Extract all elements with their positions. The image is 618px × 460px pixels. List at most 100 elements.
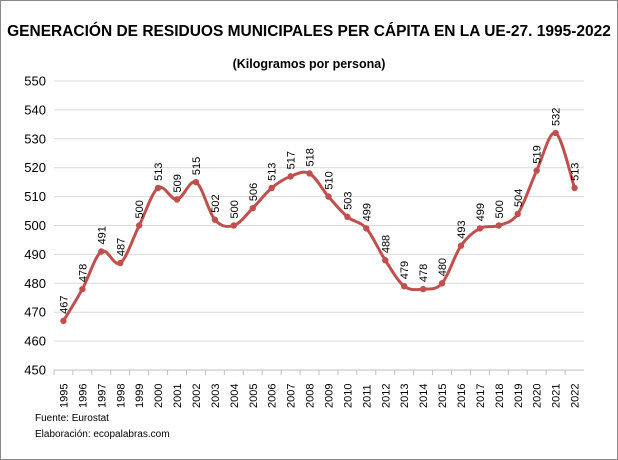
x-tick-label: 2018	[494, 384, 506, 408]
y-tick-label: 530	[24, 131, 46, 146]
data-label: 506	[248, 183, 260, 201]
data-label: 478	[418, 264, 430, 282]
data-point	[514, 210, 521, 218]
y-tick-label: 480	[24, 276, 46, 291]
data-label: 532	[551, 108, 563, 126]
author-note: Elaboración: ecopalabras.com	[35, 429, 170, 440]
data-label: 500	[229, 200, 241, 218]
data-point	[363, 225, 370, 232]
data-label: 480	[437, 258, 449, 276]
x-tick-label: 2003	[210, 384, 222, 408]
data-point	[495, 222, 503, 229]
series-line	[62, 131, 576, 322]
data-point	[476, 225, 484, 232]
x-tick-label: 2021	[551, 384, 563, 408]
data-label: 467	[58, 296, 70, 314]
x-tick-label: 2008	[305, 384, 317, 408]
y-tick-label: 460	[24, 334, 46, 349]
data-label: 478	[77, 264, 89, 282]
data-point	[117, 259, 124, 267]
data-label: 504	[513, 189, 525, 207]
x-tick-label: 2006	[267, 384, 279, 408]
data-label: 491	[96, 226, 108, 244]
y-tick-label: 450	[24, 363, 46, 378]
data-point	[287, 173, 294, 180]
data-label: 500	[494, 200, 506, 218]
data-point	[211, 216, 219, 223]
data-label: 513	[153, 163, 165, 181]
x-tick-label: 2012	[380, 384, 392, 408]
data-point	[60, 317, 67, 325]
x-tick-label: 2014	[418, 384, 430, 408]
y-tick-label: 520	[24, 160, 46, 175]
x-tick-label: 2011	[361, 384, 373, 408]
x-tick-label: 1999	[134, 384, 146, 408]
x-tick-label: 1998	[115, 384, 127, 408]
data-point	[230, 222, 238, 229]
x-tick-label: 2001	[172, 384, 184, 408]
x-tick-label: 2016	[456, 384, 468, 408]
x-tick-label: 2013	[399, 384, 411, 408]
data-label: 502	[210, 194, 222, 212]
x-tick-label: 2010	[342, 384, 354, 408]
data-label: 503	[342, 191, 354, 209]
data-label: 487	[115, 238, 127, 256]
data-point	[154, 184, 162, 192]
x-tick-label: 2002	[191, 384, 203, 408]
data-point	[79, 285, 86, 293]
x-tick-label: 2005	[248, 384, 260, 408]
x-tick-label: 2004	[229, 384, 241, 408]
data-point	[192, 178, 200, 186]
data-label: 513	[570, 163, 582, 181]
y-tick-label: 500	[24, 218, 46, 233]
data-point	[249, 204, 256, 212]
y-tick-label: 470	[24, 305, 46, 320]
data-point	[533, 167, 540, 174]
x-tick-label: 1996	[77, 384, 89, 408]
data-point	[457, 242, 465, 249]
data-label: 515	[191, 157, 203, 175]
x-tick-label: 2000	[153, 384, 165, 408]
source-note: Fuente: Eurostat	[35, 413, 109, 424]
x-tick-label: 2009	[323, 384, 335, 408]
data-label: 517	[286, 151, 298, 169]
x-tick-label: 2020	[532, 384, 544, 408]
x-tick-label: 2007	[286, 384, 298, 408]
chart-title: GENERACIÓN DE RESIDUOS MUNICIPALES PER C…	[7, 23, 611, 40]
data-point	[306, 170, 313, 177]
data-label: 510	[323, 171, 335, 189]
y-tick-label: 510	[24, 189, 46, 204]
data-label: 500	[134, 200, 146, 218]
data-label: 499	[361, 203, 373, 221]
data-point	[135, 222, 143, 229]
data-point	[98, 248, 105, 255]
data-point	[173, 196, 181, 203]
data-label: 513	[267, 163, 279, 181]
x-tick-label: 2019	[513, 384, 525, 408]
data-label: 479	[399, 261, 411, 279]
x-tick-label: 2022	[570, 384, 582, 408]
data-label: 518	[305, 148, 317, 166]
data-point	[268, 184, 275, 192]
y-tick-label: 540	[24, 102, 46, 117]
data-label: 499	[475, 203, 487, 221]
chart-subtitle: (Kilogramos por persona)	[232, 57, 386, 71]
data-point	[382, 256, 389, 264]
data-label: 509	[172, 174, 184, 192]
data-label: 519	[532, 145, 544, 163]
data-point	[325, 193, 332, 200]
data-point	[419, 285, 427, 293]
data-point	[571, 184, 578, 192]
data-label: 488	[380, 235, 392, 253]
data-point	[438, 280, 446, 287]
x-tick-label: 2017	[475, 384, 487, 408]
data-point	[344, 213, 351, 221]
y-tick-label: 550	[24, 74, 46, 89]
y-tick-label: 490	[24, 247, 46, 262]
data-point	[552, 129, 559, 137]
data-point	[400, 282, 408, 290]
x-tick-label: 2015	[437, 384, 449, 408]
x-tick-label: 1995	[58, 384, 70, 408]
